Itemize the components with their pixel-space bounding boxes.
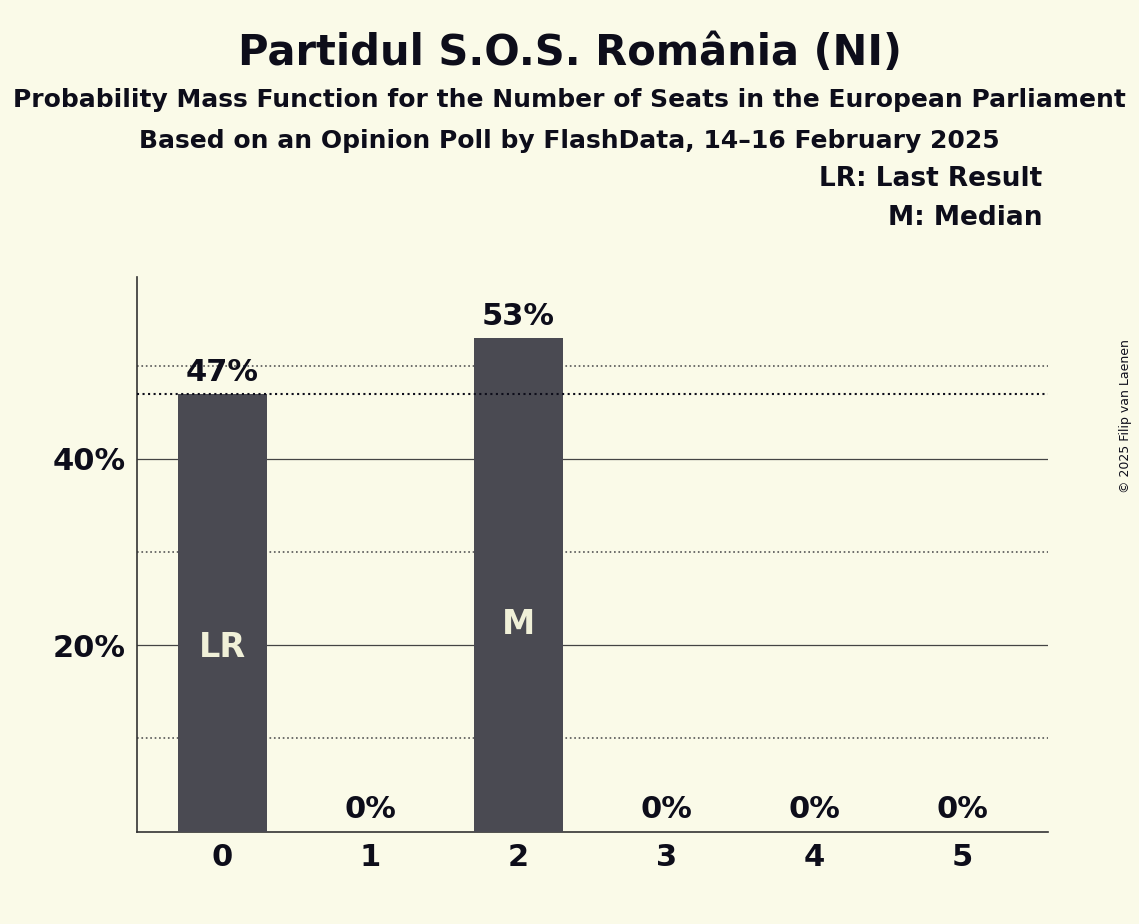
Text: M: Median: M: Median	[887, 205, 1042, 231]
Text: Based on an Opinion Poll by FlashData, 14–16 February 2025: Based on an Opinion Poll by FlashData, 1…	[139, 129, 1000, 153]
Text: 0%: 0%	[936, 796, 988, 824]
Text: © 2025 Filip van Laenen: © 2025 Filip van Laenen	[1118, 339, 1132, 492]
Text: 47%: 47%	[186, 359, 259, 387]
Text: 0%: 0%	[788, 796, 841, 824]
Text: Partidul S.O.S. România (NI): Partidul S.O.S. România (NI)	[238, 32, 901, 74]
Text: M: M	[501, 608, 535, 640]
Text: Probability Mass Function for the Number of Seats in the European Parliament: Probability Mass Function for the Number…	[13, 88, 1126, 112]
Bar	[178, 394, 267, 832]
Bar	[474, 338, 563, 832]
Text: LR: Last Result: LR: Last Result	[819, 166, 1042, 192]
Text: 0%: 0%	[344, 796, 396, 824]
Text: 0%: 0%	[640, 796, 693, 824]
Text: 53%: 53%	[482, 302, 555, 331]
Text: LR: LR	[199, 631, 246, 664]
